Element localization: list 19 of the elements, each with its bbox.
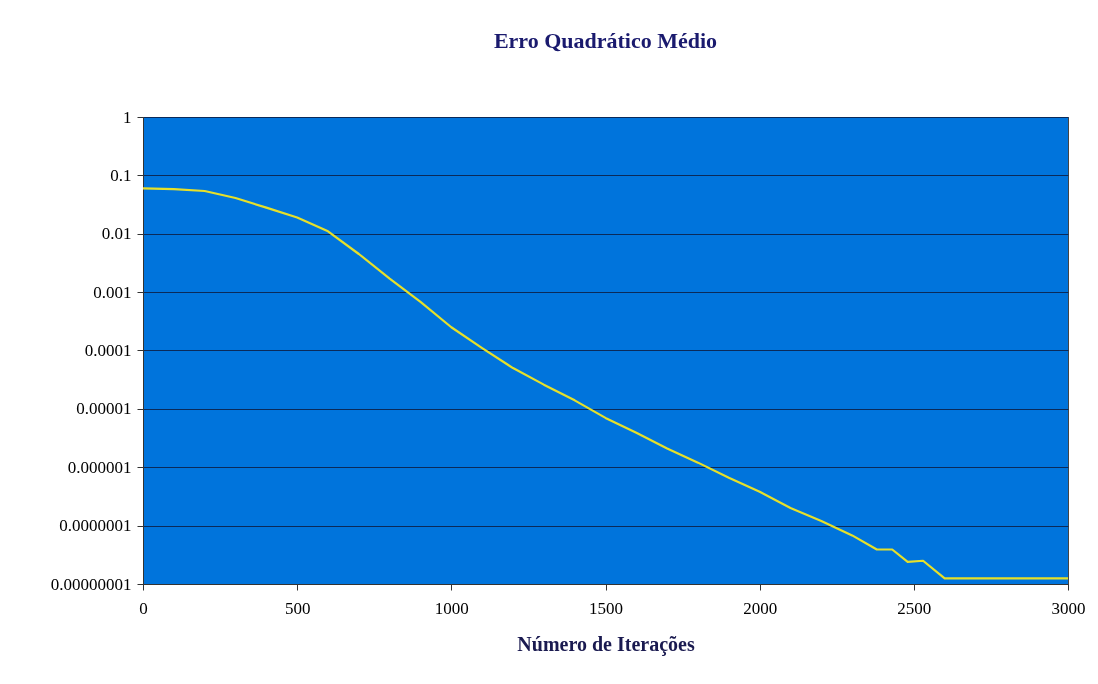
x-tick-label: 1000 [434,598,469,618]
y-tick-label: 0.000001 [67,457,132,477]
y-tick-label: 0.001 [93,282,132,302]
x-tick-label: 2500 [897,598,932,618]
x-tick-label: 500 [284,598,311,618]
y-tick-label: 0.1 [110,165,132,185]
y-tick-label: 0.00000001 [50,574,132,594]
y-tick-label: 0.0001 [84,341,132,360]
x-tick-label: 2000 [743,598,778,618]
y-tick-label: 0.01 [101,224,132,244]
line-series [141,187,1070,580]
x-tick-label: 1500 [589,598,623,618]
x-axis-title: Número de Iterações [517,632,695,656]
y-tick-label: 1 [123,107,132,127]
y-tick-label: 0.00001 [76,399,132,419]
x-tick-label: 0 [139,598,148,618]
x-tick-label: 3000 [1051,598,1086,618]
y-tick-label: 0.0000001 [59,516,132,536]
chart-title: Erro Quadrático Médio [493,28,718,53]
